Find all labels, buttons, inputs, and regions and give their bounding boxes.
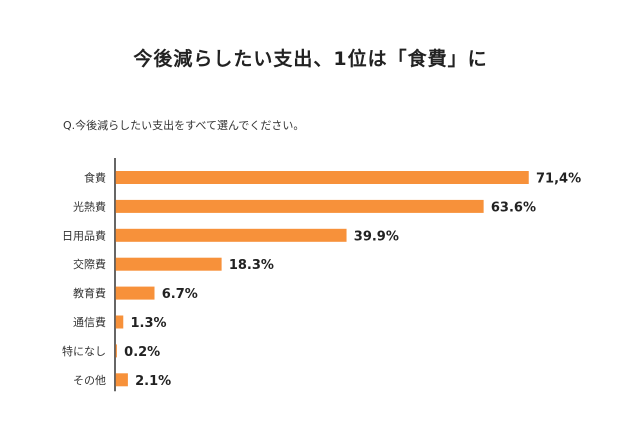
chart-title: 今後減らしたい支出、1位は「食費」に (133, 48, 488, 70)
value-label: 71,4% (536, 172, 581, 187)
value-label: 63.6% (491, 200, 536, 215)
value-label: 18.3% (229, 258, 274, 273)
value-label: 0.2% (124, 345, 160, 360)
bar (115, 228, 347, 242)
survey-question: Q.今後減らしたい支出をすべて選んでください。 (63, 119, 305, 132)
bar (115, 199, 484, 213)
category-label: その他 (73, 374, 106, 387)
bar (115, 171, 529, 184)
category-label: 通信費 (73, 315, 106, 329)
category-label: 食費 (84, 171, 106, 185)
category-label: 交際費 (73, 257, 106, 271)
bar (115, 315, 124, 329)
bar (115, 373, 128, 387)
bar (115, 257, 222, 271)
bar (115, 286, 155, 300)
value-label: 1.3% (131, 316, 167, 331)
category-label: 光熱費 (73, 199, 106, 213)
category-label: 特になし (62, 344, 106, 358)
value-label: 2.1% (135, 374, 171, 389)
value-label: 39.9% (354, 229, 399, 244)
category-label: 教育費 (73, 286, 106, 300)
category-label: 日用品費 (62, 228, 106, 242)
bar (115, 344, 117, 358)
value-label: 6.7% (162, 287, 198, 302)
